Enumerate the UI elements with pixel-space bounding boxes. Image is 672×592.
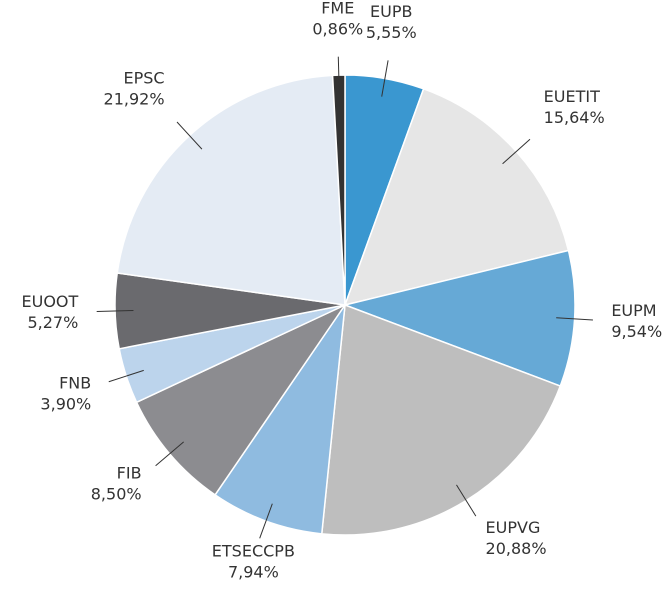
pie-slice (116, 74, 346, 306)
slice-name: FIB (117, 463, 142, 482)
slice-name: EPSC (123, 68, 164, 87)
leader-line (456, 484, 477, 517)
slice-value: 21,92% (104, 89, 165, 108)
slice-label: EUOOT 5,27% (22, 291, 79, 331)
slice-value: 5,55% (366, 23, 417, 42)
slice-name: EUPM (611, 301, 656, 320)
leader-line (381, 60, 389, 97)
slice-label: FNB 3,90% (40, 373, 91, 413)
leader-line (556, 317, 593, 321)
slice-label: FME 0,86% (312, 0, 363, 38)
slice-name: ETSECCPB (212, 541, 295, 560)
slice-value: 5,27% (27, 312, 78, 331)
slice-value: 7,94% (228, 562, 279, 581)
leader-line (259, 503, 273, 539)
leader-line (176, 121, 203, 150)
leader-line (96, 310, 134, 312)
slice-value: 20,88% (486, 538, 547, 557)
slice-value: 0,86% (312, 19, 363, 38)
slice-name: EUPB (370, 2, 412, 21)
slice-name: FME (321, 0, 354, 17)
slice-name: FNB (59, 373, 91, 392)
slice-value: 8,50% (91, 484, 142, 503)
slice-label: EUPM 9,54% (611, 301, 662, 341)
slice-label: EUPB 5,55% (366, 2, 417, 42)
leader-line (155, 441, 184, 467)
slice-label: FIB 8,50% (91, 463, 142, 503)
slice-label: EPSC 21,92% (104, 68, 165, 108)
slice-label: EUETIT 15,64% (544, 86, 605, 126)
slice-value: 9,54% (611, 322, 662, 341)
slice-value: 15,64% (544, 107, 605, 126)
slice-label: EUPVG 20,88% (486, 517, 547, 557)
slice-name: EUETIT (544, 86, 600, 105)
leader-line (337, 56, 340, 94)
leader-line (502, 138, 531, 165)
slice-value: 3,90% (40, 394, 91, 413)
slice-name: EUOOT (22, 291, 79, 310)
slice-label: ETSECCPB 7,94% (212, 541, 295, 581)
leader-line (108, 369, 144, 383)
slice-name: EUPVG (486, 517, 541, 536)
